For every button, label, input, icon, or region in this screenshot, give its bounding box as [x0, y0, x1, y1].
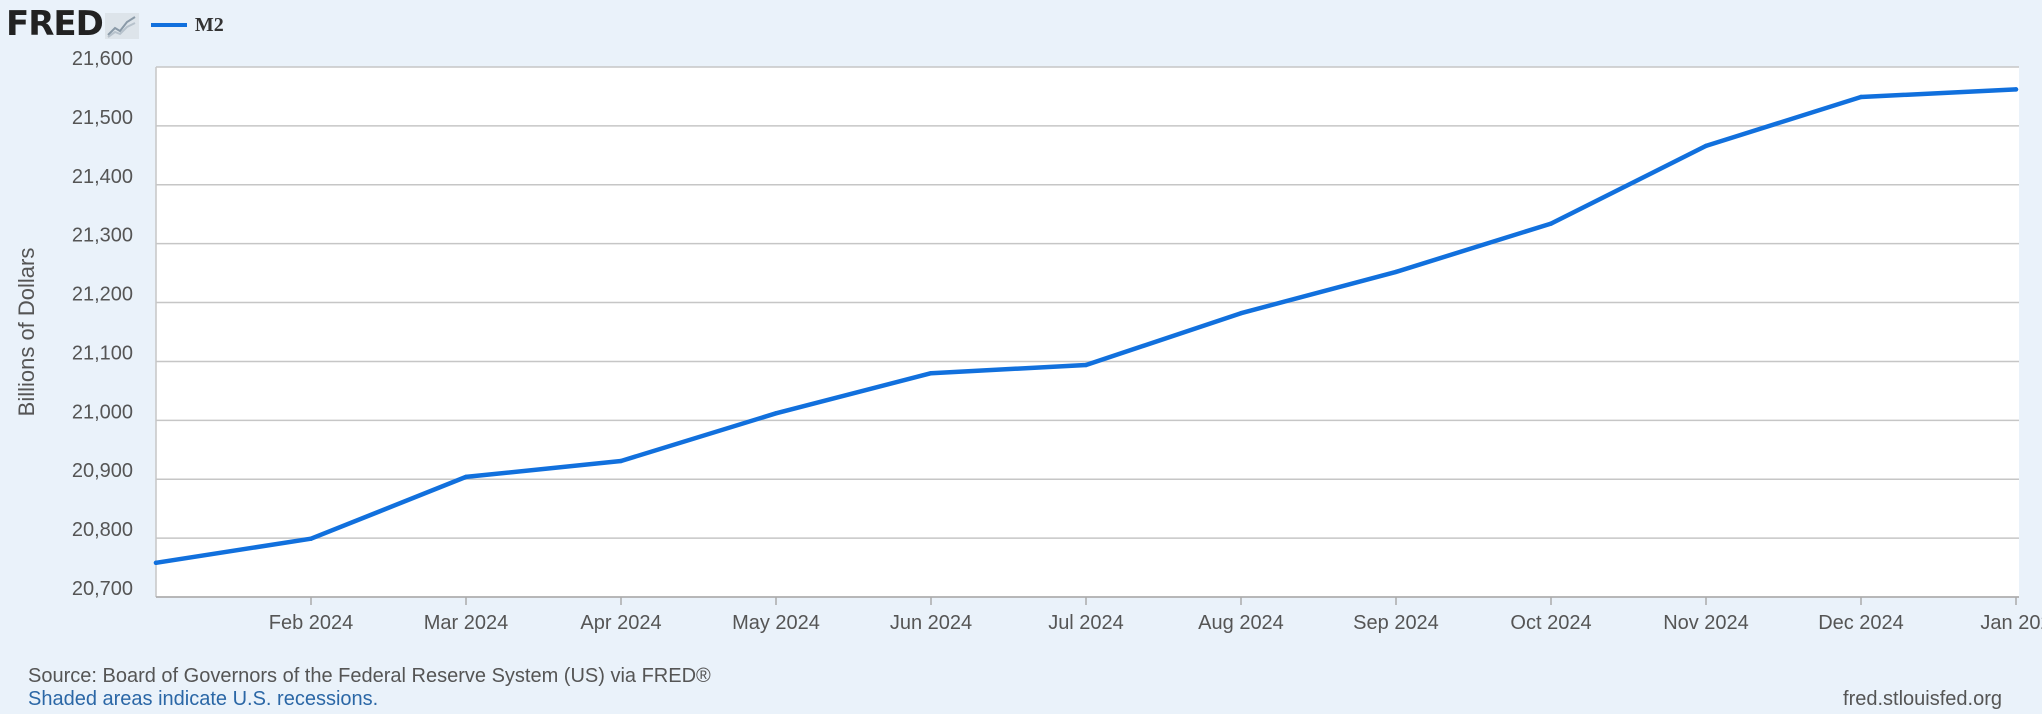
legend[interactable]: M2 — [150, 13, 224, 37]
data-point — [1858, 94, 1864, 100]
x-tick-label: Jan 202 — [1980, 612, 2042, 634]
y-axis-label: Billions of Dollars — [14, 248, 39, 417]
source-note: Source: Board of Governors of the Federa… — [28, 665, 711, 687]
legend-label-m2: M2 — [194, 13, 224, 36]
data-point — [1703, 143, 1709, 149]
data-point — [773, 411, 779, 416]
x-tick-label: Jun 2024 — [890, 612, 972, 634]
y-tick-label: 21,000 — [72, 401, 133, 423]
x-tick-label: Apr 2024 — [580, 612, 661, 634]
y-tick-label: 21,300 — [72, 225, 133, 247]
x-tick-label: Feb 2024 — [269, 612, 354, 634]
x-tick-label: May 2024 — [732, 612, 820, 634]
data-point — [153, 560, 159, 565]
y-tick-label: 21,400 — [72, 166, 133, 188]
data-point — [1083, 362, 1089, 368]
data-point — [463, 474, 469, 480]
y-tick-label: 21,100 — [72, 342, 133, 364]
y-tick-label: 20,800 — [72, 519, 133, 541]
site-link[interactable]: fred.stlouisfed.org — [1843, 688, 2002, 710]
plot-area — [156, 67, 2019, 597]
data-point — [1238, 311, 1244, 316]
data-point — [2013, 87, 2019, 92]
y-tick-label: 21,200 — [72, 284, 133, 306]
x-tick-label: Aug 2024 — [1198, 612, 1284, 634]
data-point — [1393, 269, 1399, 275]
chart: 20,700 20,800 20,900 21,000 21,100 21,200 21,3… — [14, 48, 2042, 634]
fred-logo[interactable]: FRED — [6, 4, 104, 44]
data-point — [928, 371, 934, 376]
header: FRED M2 — [6, 4, 224, 44]
line-chart-icon — [104, 13, 139, 39]
x-tick-label: Oct 2024 — [1510, 612, 1591, 634]
x-tick-label: Dec 2024 — [1818, 612, 1904, 634]
x-tick-label: Mar 2024 — [424, 612, 509, 634]
x-tick-label: Nov 2024 — [1663, 612, 1749, 634]
x-tick-label: Sep 2024 — [1353, 612, 1439, 634]
y-tick-label: 20,700 — [72, 578, 133, 600]
data-point — [618, 458, 624, 464]
x-tick-label: Jul 2024 — [1048, 612, 1124, 634]
data-point — [1548, 221, 1554, 226]
y-tick-label: 20,900 — [72, 460, 133, 482]
y-tick-label: 21,500 — [72, 107, 133, 129]
recession-note[interactable]: Shaded areas indicate U.S. recessions. — [28, 688, 379, 710]
data-point — [308, 536, 314, 541]
legend-swatch — [150, 23, 187, 27]
y-tick-label: 21,600 — [72, 48, 133, 70]
